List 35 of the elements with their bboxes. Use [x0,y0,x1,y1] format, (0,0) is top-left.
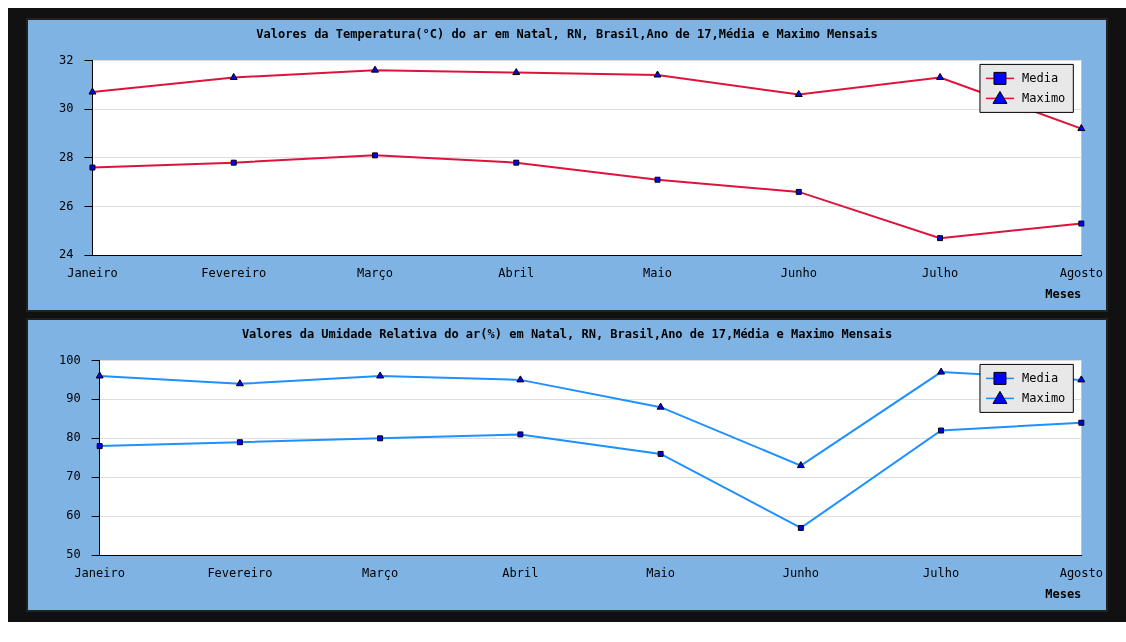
legend-label: Maximo [1021,390,1066,405]
legend-label: Media [1021,370,1059,385]
y-tick-label: 60 [66,508,81,523]
legend-label: Media [1021,70,1059,85]
y-tick-label: 28 [59,149,74,164]
y-tick-label: 100 [58,352,81,367]
x-tick-label: Janeiro [74,565,125,580]
y-tick-label: 24 [59,247,74,262]
x-tick-label: Junho [782,565,819,580]
x-tick-label: Julho [923,565,960,580]
y-tick-label: 70 [66,469,81,484]
y-tick-label: 90 [66,391,81,406]
chart-title: Valores da Temperatura(°C) do ar em Natal, RN, Brasil,Ano de 17,Média e Maximo Mensais [256,27,878,42]
x-axis-title: Meses [1045,286,1082,301]
x-tick-label: Março [362,565,399,580]
x-tick-label: Abril [498,265,535,280]
x-tick-label: Agosto [1059,265,1104,280]
x-tick-label: Fevereiro [201,265,267,280]
x-tick-label: Maio [646,565,676,580]
y-tick-label: 50 [66,547,81,562]
x-tick-label: Janeiro [67,265,118,280]
x-axis-title: Meses [1045,586,1082,601]
y-tick-label: 30 [59,101,74,116]
y-tick-label: 26 [59,198,74,213]
legend-label: Maximo [1021,90,1066,105]
x-tick-label: Julho [922,265,959,280]
x-tick-label: Maio [643,265,672,280]
y-tick-label: 80 [66,430,81,445]
chart-title: Valores da Umidade Relativa do ar(%) em Natal, RN, Brasil,Ano de 17,Média e Maximo Mensais [241,327,893,342]
x-tick-label: Agosto [1059,565,1104,580]
x-tick-label: Junho [780,265,817,280]
x-tick-label: Abril [502,565,539,580]
x-tick-label: Fevereiro [207,565,273,580]
x-tick-label: Março [356,265,394,280]
y-tick-label: 32 [59,52,74,67]
